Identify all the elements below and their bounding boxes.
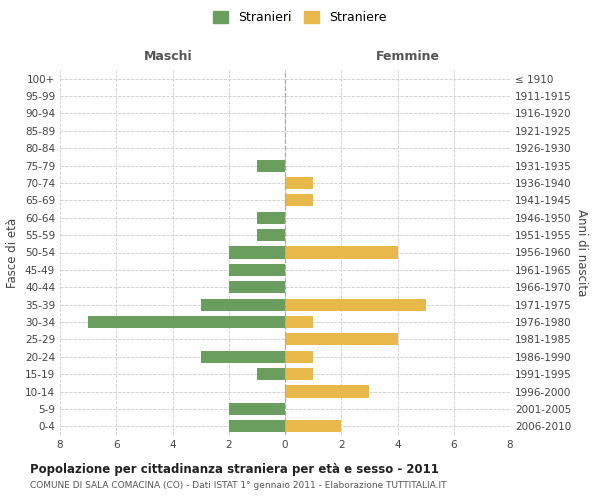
Bar xyxy=(285,334,398,345)
Bar xyxy=(229,420,285,432)
Bar xyxy=(200,350,285,363)
Text: Femmine: Femmine xyxy=(376,50,440,62)
Bar xyxy=(257,212,285,224)
Y-axis label: Anni di nascita: Anni di nascita xyxy=(575,209,588,296)
Bar xyxy=(229,281,285,293)
Bar xyxy=(229,264,285,276)
Bar xyxy=(257,160,285,172)
Bar xyxy=(285,350,313,363)
Bar xyxy=(257,368,285,380)
Bar xyxy=(285,420,341,432)
Bar xyxy=(285,316,313,328)
Bar xyxy=(200,298,285,310)
Text: Popolazione per cittadinanza straniera per età e sesso - 2011: Popolazione per cittadinanza straniera p… xyxy=(30,462,439,475)
Text: Maschi: Maschi xyxy=(143,50,193,62)
Text: COMUNE DI SALA COMACINA (CO) - Dati ISTAT 1° gennaio 2011 - Elaborazione TUTTITA: COMUNE DI SALA COMACINA (CO) - Dati ISTA… xyxy=(30,481,446,490)
Bar xyxy=(285,386,370,398)
Legend: Stranieri, Straniere: Stranieri, Straniere xyxy=(208,6,392,29)
Bar xyxy=(88,316,285,328)
Bar xyxy=(229,246,285,258)
Bar xyxy=(229,403,285,415)
Bar xyxy=(257,229,285,241)
Bar xyxy=(285,246,398,258)
Bar xyxy=(285,368,313,380)
Bar xyxy=(285,298,425,310)
Y-axis label: Fasce di età: Fasce di età xyxy=(7,218,19,288)
Bar xyxy=(285,194,313,206)
Bar xyxy=(285,177,313,189)
